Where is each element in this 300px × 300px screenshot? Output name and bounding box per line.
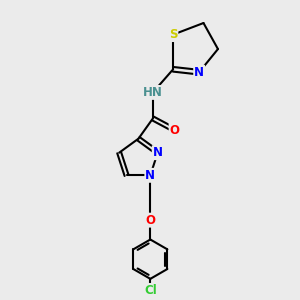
Text: N: N [145,169,155,182]
Text: N: N [153,146,163,159]
Text: O: O [145,214,155,226]
Text: S: S [169,28,177,41]
Text: N: N [194,66,204,79]
Text: Cl: Cl [144,284,157,297]
Text: O: O [169,124,180,136]
Text: HN: HN [143,86,163,99]
